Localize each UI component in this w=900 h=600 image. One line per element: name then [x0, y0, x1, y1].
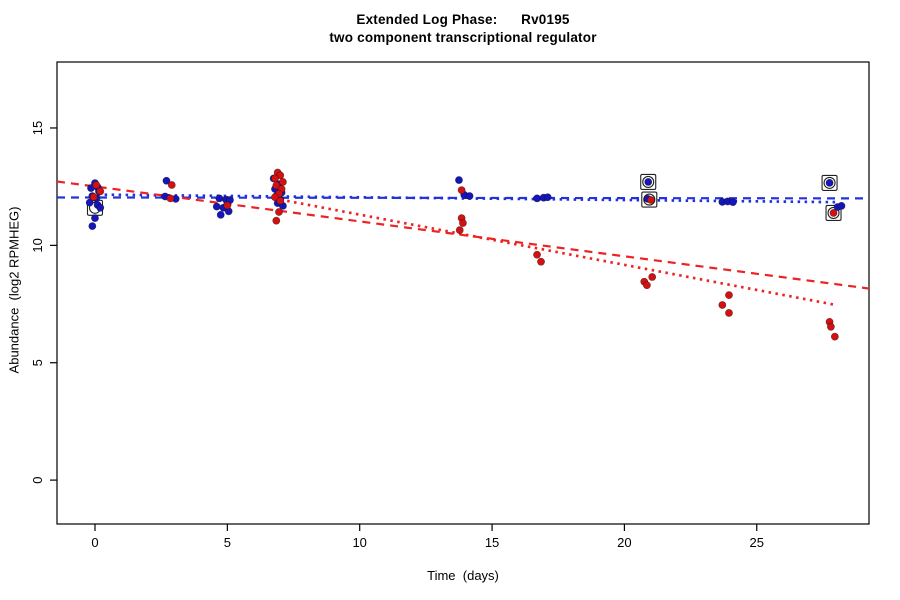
- flagged-sample-circle: [642, 175, 655, 189]
- condition-red-point: [457, 186, 466, 195]
- condition-red-point: [646, 196, 655, 204]
- condition-blue-point: [644, 178, 653, 186]
- flagged-sample-circle: [823, 176, 836, 189]
- condition-blue-point: [216, 210, 225, 219]
- plot-box: [56, 61, 870, 525]
- condition-red-point: [279, 178, 287, 186]
- condition-blue-point: [837, 202, 846, 210]
- condition-red-point: [271, 174, 279, 183]
- condition-blue-point: [533, 194, 541, 203]
- flagged-sample-square: [821, 174, 838, 191]
- condition-blue-point: [543, 193, 552, 202]
- flagged-sample-circle: [827, 206, 840, 219]
- x-tick-label: 5: [224, 535, 231, 550]
- condition-red-point: [718, 301, 727, 309]
- condition-red-point: [643, 281, 651, 290]
- condition-red-point: [89, 193, 98, 201]
- condition-red-point: [92, 181, 101, 189]
- red-fit-dashed-line: [56, 180, 870, 290]
- condition-red-point: [829, 209, 838, 217]
- condition-blue-point: [85, 198, 94, 207]
- condition-red-point: [166, 194, 175, 203]
- condition-red-point: [167, 181, 176, 189]
- condition-red-point: [648, 273, 657, 281]
- condition-red-point: [533, 250, 541, 259]
- flagged-sample-square: [825, 204, 842, 221]
- plot-title: Extended Log Phase: Rv0195: [356, 12, 570, 27]
- condition-blue-point: [88, 222, 97, 230]
- flagged-sample-square: [640, 173, 657, 191]
- condition-red-point: [96, 187, 105, 196]
- condition-blue-point: [729, 198, 737, 207]
- condition-blue-point: [91, 214, 99, 223]
- condition-red-point: [459, 219, 467, 227]
- condition-blue-point: [825, 178, 834, 187]
- condition-red-point: [276, 196, 285, 205]
- x-tick-label: 25: [750, 535, 764, 550]
- condition-blue-point: [465, 192, 474, 200]
- x-tick-label: 10: [352, 535, 366, 550]
- plot-subtitle: two component transcriptional regulator: [329, 30, 597, 45]
- condition-red-point: [830, 332, 839, 341]
- condition-red-point: [537, 257, 545, 266]
- condition-red-point: [725, 291, 733, 300]
- y-tick-label: 0: [30, 476, 45, 483]
- condition-red-point: [455, 226, 464, 234]
- condition-blue-point: [215, 194, 224, 203]
- y-tick-label: 5: [30, 359, 45, 366]
- flagged-sample-circle: [643, 193, 656, 206]
- y-tick-label: 10: [30, 238, 45, 252]
- condition-blue-point: [455, 176, 463, 184]
- condition-red-point: [826, 322, 835, 331]
- condition-red-point: [275, 208, 283, 216]
- x-tick-label: 0: [91, 535, 98, 550]
- x-axis-label: Time (days): [427, 568, 499, 583]
- red-fit-dotted-line: [280, 198, 834, 306]
- condition-blue-point: [96, 203, 105, 212]
- condition-red-point: [725, 309, 733, 317]
- flagged-sample-square: [641, 191, 658, 208]
- condition-blue-point: [162, 176, 171, 185]
- y-tick-label: 15: [30, 121, 45, 135]
- x-tick-label: 15: [485, 535, 499, 550]
- condition-red-point: [223, 201, 232, 210]
- x-tick-label: 20: [617, 535, 631, 550]
- condition-red-point: [272, 216, 281, 225]
- condition-blue-point: [212, 202, 221, 211]
